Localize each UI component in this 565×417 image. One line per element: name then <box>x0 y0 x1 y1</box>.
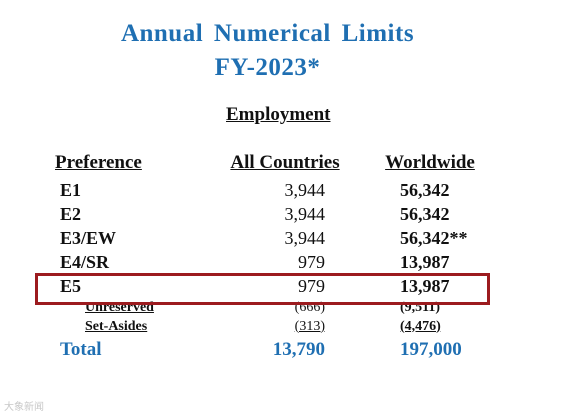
total-all-countries: 13,790 <box>272 339 325 360</box>
table-row: E4/SR 979 13,987 <box>55 250 495 274</box>
subrow-all-countries: (313) <box>205 317 365 336</box>
row-all-countries: 3,944 <box>284 227 326 248</box>
row-all-countries: 979 <box>298 275 325 296</box>
total-row: Total 13,790 197,000 <box>55 336 495 364</box>
row-preference: E2 <box>60 203 82 224</box>
row-preference: E4/SR <box>60 251 110 272</box>
row-worldwide: 56,342 <box>400 203 450 224</box>
total-label: Total <box>60 339 102 360</box>
row-all-countries: 3,944 <box>284 179 326 200</box>
limits-table: Preference All Countries Worldwide E1 3,… <box>55 152 495 364</box>
title-line-2: FY-2023* <box>214 54 321 81</box>
row-preference: E1 <box>60 179 82 200</box>
table-subrow: Set-Asides (313) (4,476) <box>55 317 495 336</box>
section-heading: Employment <box>226 104 331 125</box>
column-header-worldwide: Worldwide <box>385 152 475 173</box>
row-preference: E5 <box>60 275 82 296</box>
column-header-preference: Preference <box>55 152 142 173</box>
title-line-1: Annual Numerical Limits <box>120 20 415 47</box>
header-row: Preference All Countries Worldwide <box>55 152 495 178</box>
subrow-worldwide: (4,476) <box>365 317 495 336</box>
row-worldwide: 13,987 <box>400 251 450 272</box>
subrow-label: Set-Asides <box>85 318 148 334</box>
subrow-all-countries-value: (313) <box>294 318 325 334</box>
row-all-countries: 3,944 <box>284 203 326 224</box>
subrow-worldwide-value: (4,476) <box>400 318 441 334</box>
table-row-highlighted: E5 979 13,987 <box>55 274 495 298</box>
total-worldwide: 197,000 <box>400 339 462 360</box>
highlight-box <box>35 273 490 305</box>
row-all-countries: 979 <box>298 251 325 272</box>
table-row: E1 3,944 56,342 <box>55 178 495 202</box>
row-worldwide: 56,342** <box>400 227 468 248</box>
subrow-preference: Set-Asides <box>55 317 205 336</box>
row-worldwide: 13,987 <box>400 275 450 296</box>
row-worldwide: 56,342 <box>400 179 450 200</box>
table-row: E3/EW 3,944 56,342** <box>55 226 495 250</box>
watermark: 大象新闻 <box>4 402 44 413</box>
column-header-all-countries: All Countries <box>230 152 340 173</box>
table-row: E2 3,944 56,342 <box>55 202 495 226</box>
row-preference: E3/EW <box>60 227 117 248</box>
